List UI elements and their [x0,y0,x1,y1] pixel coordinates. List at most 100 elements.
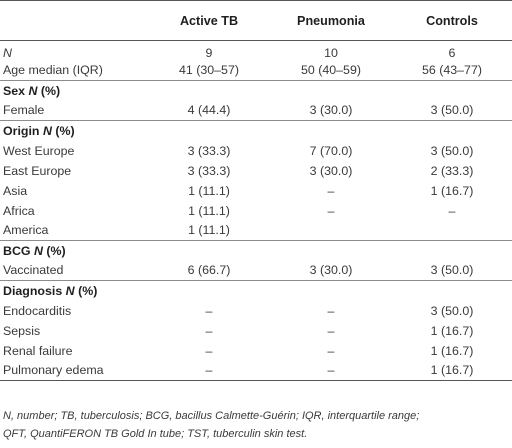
cell-controls: 1 (16.7) [392,360,512,381]
row-label-text: Endocarditis [3,303,72,318]
cell-active-tb: 6 (66.7) [187,263,231,278]
footnote-line-2: QFT, QuantiFERON TB Gold In tube; TST, t… [3,428,308,440]
section-header-unit: N [28,83,38,98]
cell-controls: 1 (16.7) [430,343,474,358]
section-header-unit-tail: (%) [74,283,98,298]
cell-controls: 3 (50.0) [430,143,474,158]
cell-pneumonia: 3 (30.0) [309,263,353,278]
footnote-line-1: N, number; TB, tuberculosis; BCG, bacill… [3,410,420,422]
table-row: Endocarditis – – 3 (50.0) [0,301,512,321]
cell-active-tb: – [205,303,213,318]
section-header-title: Diagnosis [3,283,63,298]
cell-pneumonia: 50 (40–59) [301,63,361,78]
cell-active-tb: 3 (33.3) [187,143,231,158]
section-header-unit: N [42,123,52,138]
table-header-row: Active TB Pneumonia Controls [0,0,512,41]
cell-pneumonia: – [327,203,335,218]
cell-controls: 1 (16.7) [430,183,474,198]
table-row: Age median (IQR) 41 (30–57) 50 (40–59) 56 (… [0,61,512,81]
section-header-unit: N [34,243,43,258]
row-label: Female [0,101,148,121]
section-header-row: BCG N (%) [0,240,512,261]
table-body: N 9 10 6 Age median (IQR) 41 (30–57) 50 (40–59… [0,41,512,381]
row-label-text: America [3,223,49,238]
row-label-text: Asia [3,183,28,198]
cell-active-tb: 3 (33.3) [187,163,231,178]
cell-controls: 3 (50.0) [430,303,474,318]
cell-controls: 56 (43–77) [422,63,482,78]
row-label-text: N [3,45,12,60]
row-label: East Europe [0,161,148,181]
cell-controls: – [448,203,456,218]
row-label: America [0,221,148,241]
row-label: N [0,41,148,61]
table-row: Female 4 (44.4) 3 (30.0) 3 (50.0) [0,101,512,121]
cell-active-tb: – [148,360,270,381]
table-row: Sepsis – – 1 (16.7) [0,321,512,341]
cell-pneumonia: 3 (30.0) [309,163,353,178]
section-header-unit-tail: (%) [37,83,61,98]
section-header-row: Sex N (%) [0,80,512,101]
section-header-unit-tail: (%) [51,123,75,138]
cell-controls: 3 (50.0) [430,103,474,118]
row-label: Sepsis [0,321,148,341]
row-label: Age median (IQR) [0,61,148,81]
cell-pneumonia: – [327,303,335,318]
row-label: Vaccinated [0,261,148,281]
column-header-pneumonia: Pneumonia [270,0,392,41]
cell-pneumonia: – [327,323,335,338]
row-label-text: Pulmonary edema [3,363,104,378]
table-row: Asia 1 (11.1) – 1 (16.7) [0,181,512,201]
table-row: West Europe 3 (33.3) 7 (70.0) 3 (50.0) [0,141,512,161]
section-header-title: Origin [3,123,40,138]
table-row: N 9 10 6 [0,41,512,61]
cell-active-tb: 1 (11.1) [188,183,230,198]
row-label: Endocarditis [0,301,148,321]
section-header-unit-tail: (%) [42,243,66,258]
cell-pneumonia: – [270,360,392,381]
table-row: Pulmonary edema – –1 (16.7) [0,360,512,381]
table-row: Vaccinated 6 (66.7) 3 (30.0) 3 (50.0) [0,261,512,281]
cell-active-tb: 41 (30–57) [179,63,239,78]
row-label-text: Sepsis [3,323,41,338]
cell-controls: 3 (50.0) [430,263,474,278]
row-label-text: Female [3,103,45,118]
cell-controls: 6 [448,45,456,60]
section-header: Origin N (%) [0,120,512,141]
row-label: West Europe [0,141,148,161]
table-row: America 1 (11.1) [0,221,512,241]
cell-active-tb: – [205,343,213,358]
row-label-text: East Europe [3,163,72,178]
table-row: Africa 1 (11.1) – – [0,201,512,221]
cell-pneumonia [270,221,392,241]
cell-pneumonia: – [327,183,335,198]
cell-active-tb: 1 (11.1) [188,203,230,218]
cell-controls: 1 (16.7) [430,323,474,338]
column-header-active-tb: Active TB [148,0,270,41]
cell-active-tb: 4 (44.4) [187,103,231,118]
cell-controls: 2 (33.3) [430,163,474,178]
demographics-table: Active TB Pneumonia Controls N 9 10 6 Age me… [0,0,512,381]
cell-pneumonia: – [327,343,335,358]
cell-active-tb: 9 [205,45,213,60]
cell-controls [392,221,512,241]
row-label-text: Africa [3,203,35,218]
section-header-title: Sex [3,83,26,98]
row-label-text: Vaccinated [3,263,64,278]
section-header-title: BCG [3,243,31,258]
row-label-text: Renal failure [3,343,73,358]
cell-pneumonia: 7 (70.0) [309,143,353,158]
row-label-text: Age median (IQR) [3,63,103,78]
section-header: BCG N (%) [0,240,512,261]
section-header-row: Origin N (%) [0,120,512,141]
table-row: East Europe 3 (33.3) 3 (30.0) 2 (33.3) [0,161,512,181]
cell-pneumonia: 10 [324,45,338,60]
cell-active-tb: – [205,323,213,338]
section-header-unit: N [65,283,75,298]
cell-active-tb: 1 (11.1) [188,223,230,238]
row-label: Pulmonary edema [0,360,148,381]
row-label: Asia [0,181,148,201]
column-header-controls: Controls [392,0,512,41]
section-header: Diagnosis N (%) [0,280,512,301]
